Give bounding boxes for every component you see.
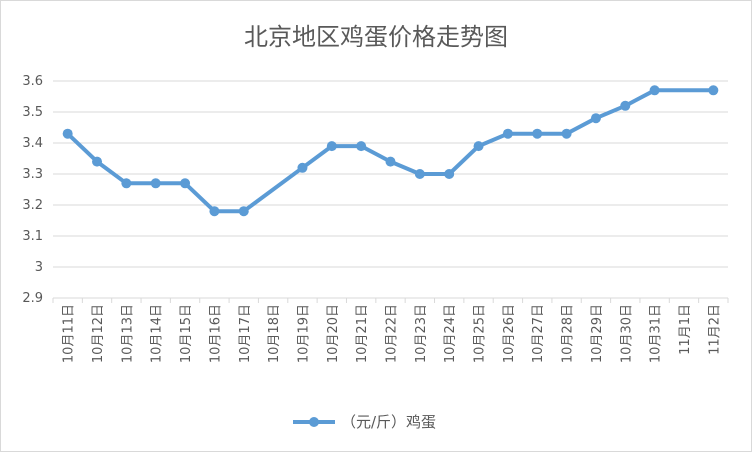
y-tick-label: 3.3 bbox=[22, 167, 43, 182]
x-tick-label: 10月30日 bbox=[619, 304, 634, 363]
x-tick-label: 10月15日 bbox=[179, 304, 194, 363]
x-tick-label: 10月28日 bbox=[561, 304, 576, 363]
data-point bbox=[356, 141, 367, 152]
x-axis: 10月11日 10月12日 10月13日 10月14日 10月15日 10月16日 10月1… bbox=[52, 298, 729, 363]
data-point bbox=[180, 178, 191, 189]
series-line bbox=[65, 88, 716, 214]
y-tick-label: 3.2 bbox=[22, 198, 43, 213]
legend-marker-swatch bbox=[309, 417, 319, 427]
data-point bbox=[150, 178, 161, 189]
data-point bbox=[121, 178, 132, 189]
x-tick-label: 10月29日 bbox=[590, 304, 605, 363]
data-point bbox=[326, 141, 337, 152]
y-tick-label: 2.9 bbox=[22, 291, 43, 306]
x-tick-label: 10月21日 bbox=[355, 304, 370, 363]
y-tick-label: 3.5 bbox=[22, 105, 43, 120]
gridlines bbox=[53, 80, 728, 299]
data-point bbox=[590, 113, 601, 124]
x-tick-label: 10月23日 bbox=[414, 304, 429, 363]
data-point bbox=[209, 206, 220, 217]
data-point bbox=[532, 128, 543, 139]
x-tick-label: 10月31日 bbox=[649, 304, 664, 363]
data-point bbox=[385, 156, 396, 167]
x-tick-label: 10月18日 bbox=[267, 304, 282, 363]
x-tick-label: 10月24日 bbox=[443, 304, 458, 363]
y-tick-label: 3 bbox=[35, 260, 43, 275]
x-tick-label: 10月25日 bbox=[473, 304, 488, 363]
x-tick-label: 10月12日 bbox=[91, 304, 106, 363]
data-point bbox=[708, 85, 719, 96]
y-tick-label: 3.1 bbox=[22, 229, 43, 244]
chart-title: 北京地区鸡蛋价格走势图 bbox=[244, 23, 508, 51]
legend: （元/斤）鸡蛋 bbox=[293, 413, 436, 431]
data-point bbox=[473, 141, 484, 152]
data-point bbox=[238, 206, 249, 217]
y-tick-label: 3.6 bbox=[22, 74, 43, 89]
legend-label: （元/斤）鸡蛋 bbox=[341, 413, 436, 431]
x-tick-label: 11月1日 bbox=[678, 304, 693, 355]
series-layer bbox=[62, 85, 719, 217]
data-point bbox=[561, 128, 572, 139]
data-point bbox=[502, 128, 513, 139]
y-axis: 2.9 3 3.1 3.2 3.3 3.4 3.5 3.6 bbox=[22, 74, 43, 306]
x-tick-label: 10月22日 bbox=[385, 304, 400, 363]
x-tick-label: 11月2日 bbox=[707, 304, 722, 355]
data-point bbox=[414, 169, 425, 179]
x-tick-label: 10月11日 bbox=[62, 304, 77, 363]
x-tick-label: 10月16日 bbox=[208, 304, 223, 363]
x-tick-label: 10月19日 bbox=[296, 304, 311, 363]
x-tick-label: 10月14日 bbox=[150, 304, 165, 363]
x-tick-label: 10月17日 bbox=[238, 304, 253, 363]
data-point bbox=[620, 100, 631, 111]
data-point bbox=[444, 169, 455, 179]
x-tick-label: 10月27日 bbox=[531, 304, 546, 363]
y-tick-label: 3.4 bbox=[22, 136, 43, 151]
x-tick-label: 10月20日 bbox=[326, 304, 341, 363]
data-point bbox=[92, 156, 103, 167]
data-point bbox=[649, 85, 660, 96]
data-point bbox=[62, 128, 73, 139]
x-tick-label: 10月13日 bbox=[120, 304, 135, 363]
x-tick-label: 10月26日 bbox=[502, 304, 517, 363]
data-point bbox=[297, 162, 308, 173]
